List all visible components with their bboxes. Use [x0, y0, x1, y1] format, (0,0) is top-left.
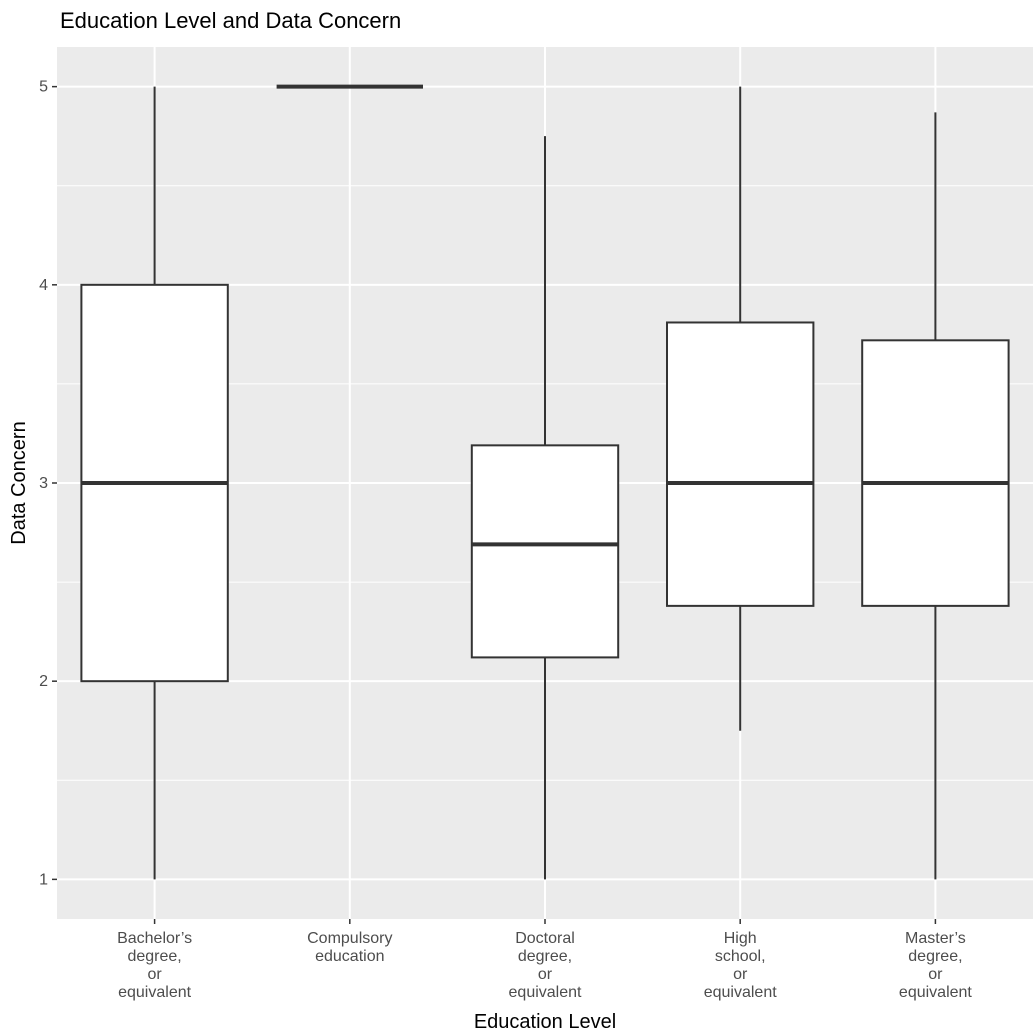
- box-group: [470, 136, 620, 880]
- x-tick-label: Doctoral degree, or equivalent: [509, 930, 583, 1001]
- box-group: [666, 86, 815, 731]
- x-tick-label-line: education: [315, 948, 384, 965]
- x-axis-label: Education Level: [474, 1011, 616, 1033]
- x-tick-label-line: or: [733, 966, 748, 983]
- box: [470, 444, 620, 659]
- x-tick-label: Master’s degree, or equivalent: [899, 930, 973, 1001]
- x-tick-label-line: degree,: [908, 948, 962, 965]
- x-tick-label: Bachelor’s degree, or equivalent: [117, 930, 192, 1001]
- x-tick-label: Compulsory education: [307, 930, 392, 965]
- x-tick-label-line: degree,: [127, 948, 181, 965]
- x-tick-label-line: or: [147, 966, 162, 983]
- x-tick-label-line: or: [928, 966, 943, 983]
- x-tick-label: High school, or equivalent: [704, 930, 778, 1001]
- x-tick-label-line: High: [724, 930, 757, 947]
- y-axis: 1 2 3 4 5: [39, 79, 57, 888]
- y-tick-label: 1: [39, 871, 48, 888]
- box: [861, 339, 1010, 607]
- y-tick-label: 4: [39, 277, 48, 294]
- y-tick-label: 2: [39, 673, 48, 690]
- y-tick-label: 5: [39, 79, 48, 96]
- x-tick-label-line: school,: [715, 948, 766, 965]
- box-group: [80, 86, 229, 880]
- x-tick-label-line: equivalent: [509, 984, 583, 1001]
- box-group: [861, 112, 1010, 880]
- box: [666, 321, 815, 607]
- chart-title: Education Level and Data Concern: [60, 8, 401, 33]
- y-tick-label: 3: [39, 475, 48, 492]
- x-tick-label-line: equivalent: [899, 984, 973, 1001]
- x-tick-label-line: Compulsory: [307, 930, 392, 947]
- x-tick-label-line: or: [538, 966, 553, 983]
- x-tick-label-line: Doctoral: [515, 930, 575, 947]
- boxes: [80, 84, 1010, 880]
- x-tick-label-line: degree,: [518, 948, 572, 965]
- x-tick-label-line: equivalent: [118, 984, 192, 1001]
- y-axis-label: Data Concern: [8, 421, 30, 544]
- x-tick-label-line: Master’s: [905, 930, 966, 947]
- x-tick-label-line: Bachelor’s: [117, 930, 192, 947]
- x-tick-label-line: equivalent: [704, 984, 778, 1001]
